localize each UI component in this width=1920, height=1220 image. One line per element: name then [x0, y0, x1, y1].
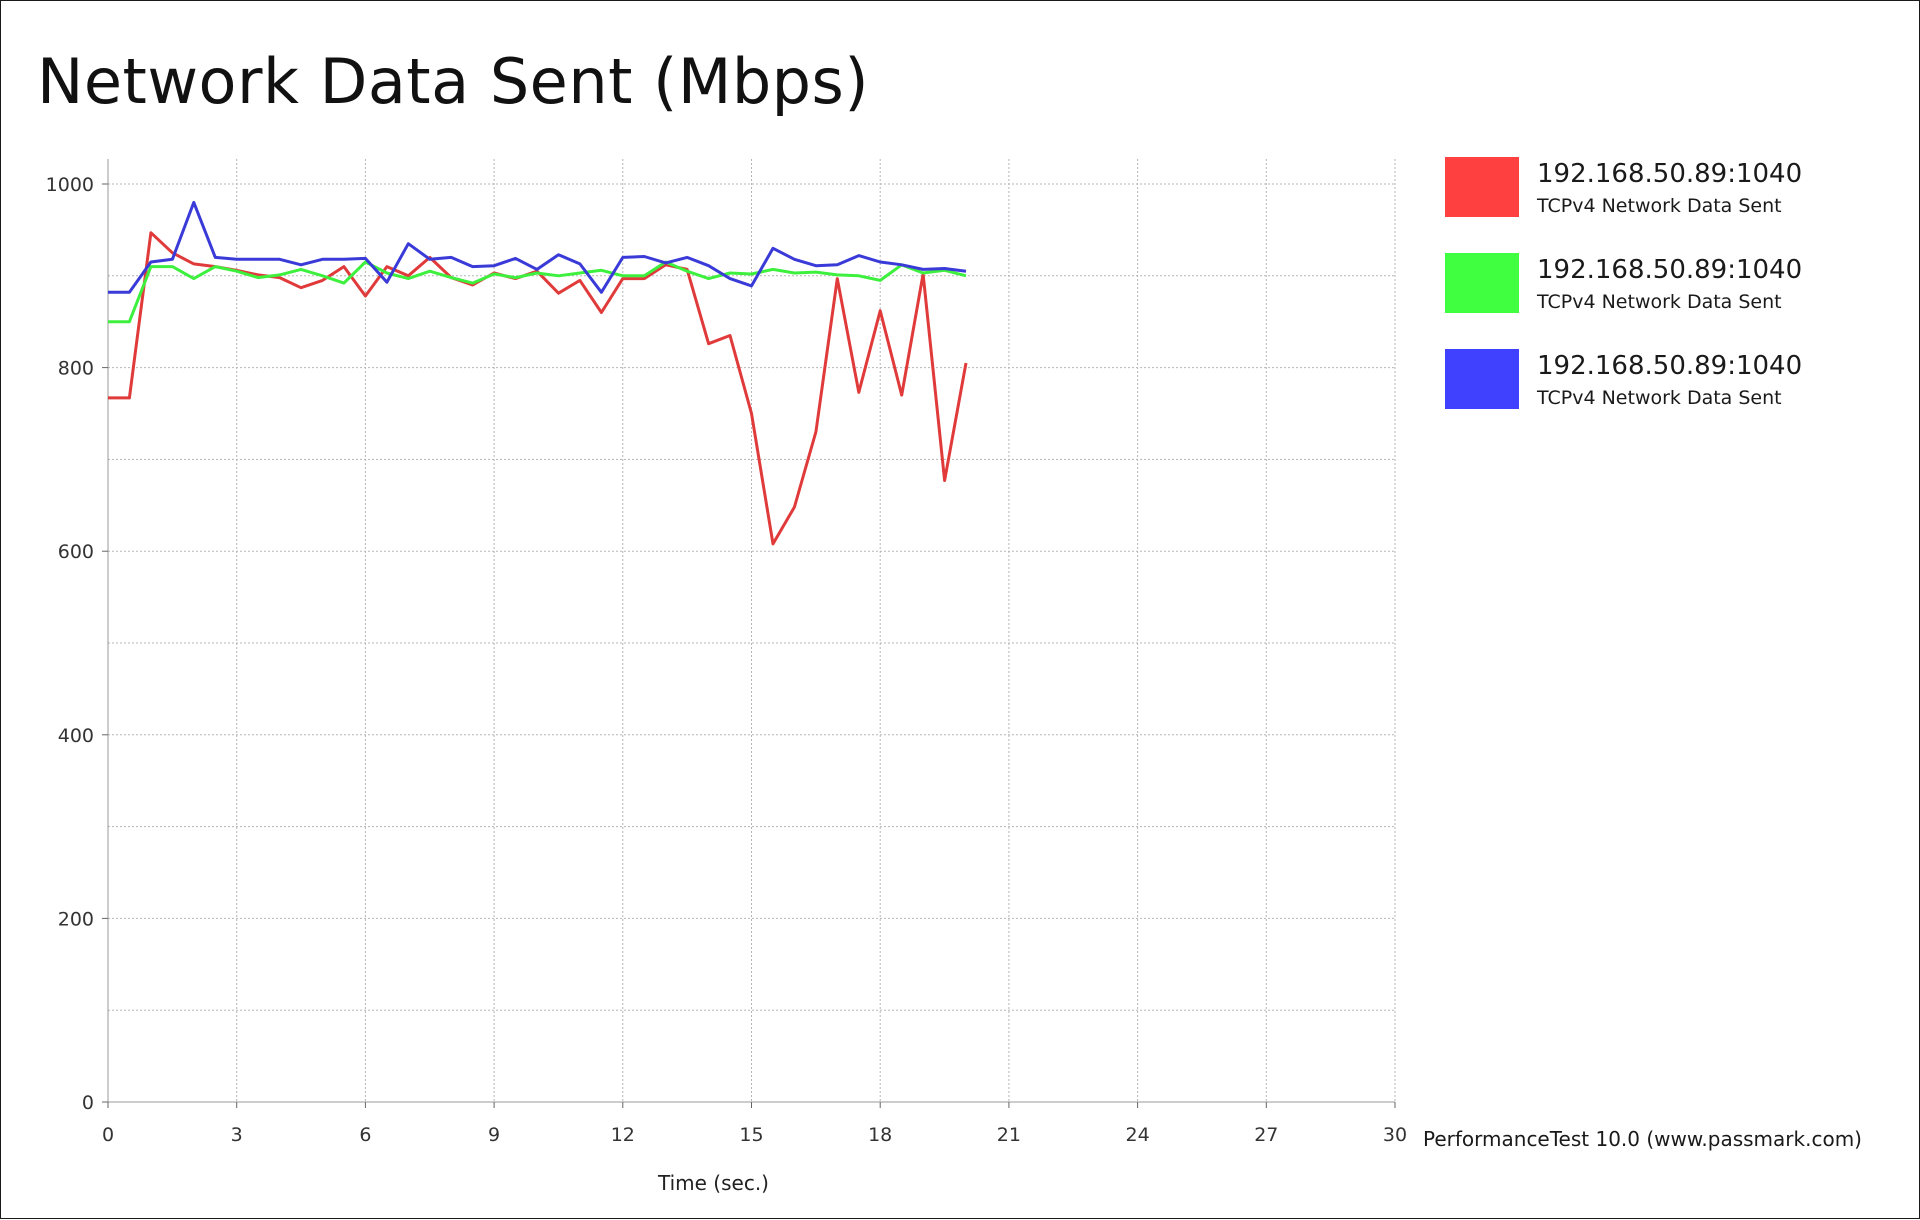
legend-series-description: TCPv4 Network Data Sent [1537, 387, 1782, 409]
x-tick-label: 9 [488, 1124, 500, 1146]
y-tick-label: 200 [58, 908, 94, 930]
legend-series-description: TCPv4 Network Data Sent [1537, 291, 1782, 313]
tick-labels: 0 200 400 600 800 1000 0 3 6 9 12 15 18 21 24 27 30 [46, 174, 1407, 1146]
chart-title: Network Data Sent (Mbps) [37, 45, 870, 118]
x-tick-label: 12 [611, 1124, 635, 1146]
x-tick-label: 0 [102, 1124, 114, 1146]
legend-swatch-green [1445, 253, 1519, 313]
y-tick-label: 600 [58, 541, 94, 563]
x-tick-label: 27 [1254, 1124, 1278, 1146]
series-line-0 [108, 231, 968, 546]
y-tick-label: 1000 [46, 174, 94, 196]
series-lines [108, 200, 968, 546]
legend-item-red: 192.168.50.89:1040 TCPv4 Network Data Se… [1445, 157, 1865, 231]
legend-item-green: 192.168.50.89:1040 TCPv4 Network Data Se… [1445, 253, 1865, 327]
legend-item-blue: 192.168.50.89:1040 TCPv4 Network Data Se… [1445, 349, 1865, 423]
x-tick-label: 15 [739, 1124, 763, 1146]
legend-series-description: TCPv4 Network Data Sent [1537, 195, 1782, 217]
legend-series-name: 192.168.50.89:1040 [1537, 159, 1803, 189]
y-tick-label: 800 [58, 358, 94, 380]
x-axis-title: Time (sec.) [657, 1171, 769, 1195]
axes [102, 159, 1396, 1108]
x-tick-label: 21 [997, 1124, 1021, 1146]
y-tick-label: 400 [58, 725, 94, 747]
x-tick-label: 3 [231, 1124, 243, 1146]
legend-swatch-red [1445, 157, 1519, 217]
legend-swatch-blue [1445, 349, 1519, 409]
series-line-1 [108, 260, 967, 324]
legend-series-name: 192.168.50.89:1040 [1537, 351, 1803, 381]
x-tick-label: 24 [1126, 1124, 1150, 1146]
credit-text: PerformanceTest 10.0 (www.passmark.com) [1423, 1127, 1862, 1151]
x-tick-label: 6 [359, 1124, 371, 1146]
series-line-2 [108, 200, 967, 294]
x-tick-label: 18 [868, 1124, 892, 1146]
x-tick-label: 30 [1383, 1124, 1407, 1146]
y-tick-label: 0 [82, 1092, 94, 1114]
legend: 192.168.50.89:1040 TCPv4 Network Data Se… [1445, 157, 1865, 445]
legend-series-name: 192.168.50.89:1040 [1537, 255, 1803, 285]
grid-lines [107, 159, 1396, 1103]
